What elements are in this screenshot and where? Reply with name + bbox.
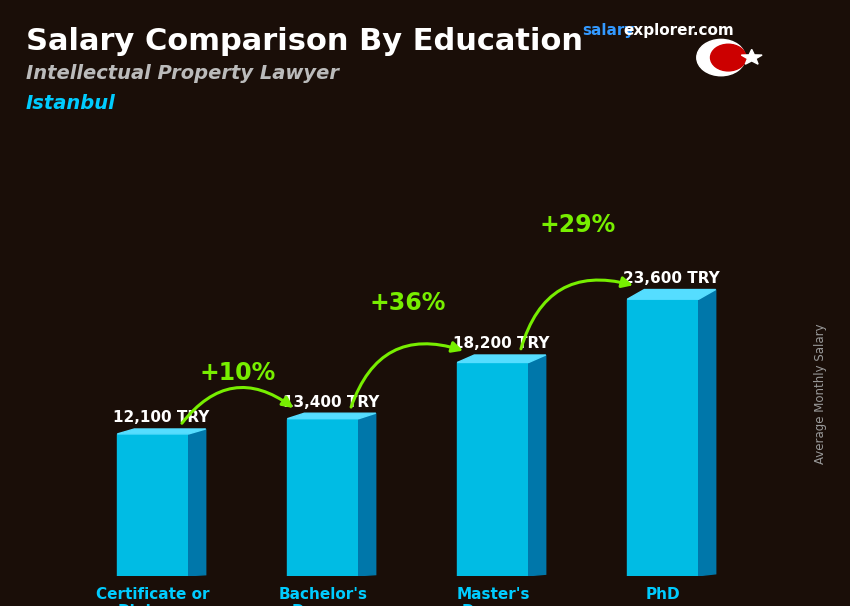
Circle shape: [697, 39, 745, 76]
Polygon shape: [287, 413, 376, 419]
Polygon shape: [117, 429, 206, 434]
Text: Salary Comparison By Education: Salary Comparison By Education: [26, 27, 582, 56]
Text: 13,400 TRY: 13,400 TRY: [283, 395, 380, 410]
Bar: [627, 299, 699, 576]
Bar: [287, 419, 359, 576]
Text: salary: salary: [582, 23, 635, 38]
FancyArrowPatch shape: [351, 343, 460, 407]
Text: Istanbul: Istanbul: [26, 94, 116, 113]
Circle shape: [711, 44, 746, 71]
Text: 18,200 TRY: 18,200 TRY: [453, 336, 550, 351]
Text: +10%: +10%: [200, 361, 276, 385]
Polygon shape: [627, 290, 716, 299]
Polygon shape: [699, 290, 716, 576]
Bar: [117, 434, 189, 576]
Polygon shape: [359, 413, 376, 576]
Text: +29%: +29%: [540, 213, 616, 238]
Bar: [457, 362, 529, 576]
Polygon shape: [189, 429, 206, 576]
FancyArrowPatch shape: [182, 387, 291, 423]
Polygon shape: [741, 50, 762, 64]
Text: 23,600 TRY: 23,600 TRY: [623, 271, 720, 286]
FancyArrowPatch shape: [521, 278, 630, 349]
Text: +36%: +36%: [370, 291, 446, 315]
Text: explorer.com: explorer.com: [623, 23, 734, 38]
Text: 12,100 TRY: 12,100 TRY: [113, 410, 210, 425]
Polygon shape: [457, 355, 546, 362]
Polygon shape: [529, 355, 546, 576]
Text: Intellectual Property Lawyer: Intellectual Property Lawyer: [26, 64, 338, 82]
Text: Average Monthly Salary: Average Monthly Salary: [813, 324, 827, 464]
